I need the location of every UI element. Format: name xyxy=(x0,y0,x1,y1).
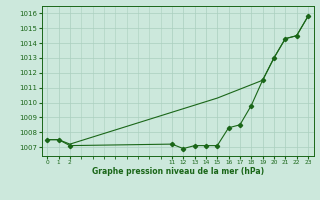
X-axis label: Graphe pression niveau de la mer (hPa): Graphe pression niveau de la mer (hPa) xyxy=(92,167,264,176)
